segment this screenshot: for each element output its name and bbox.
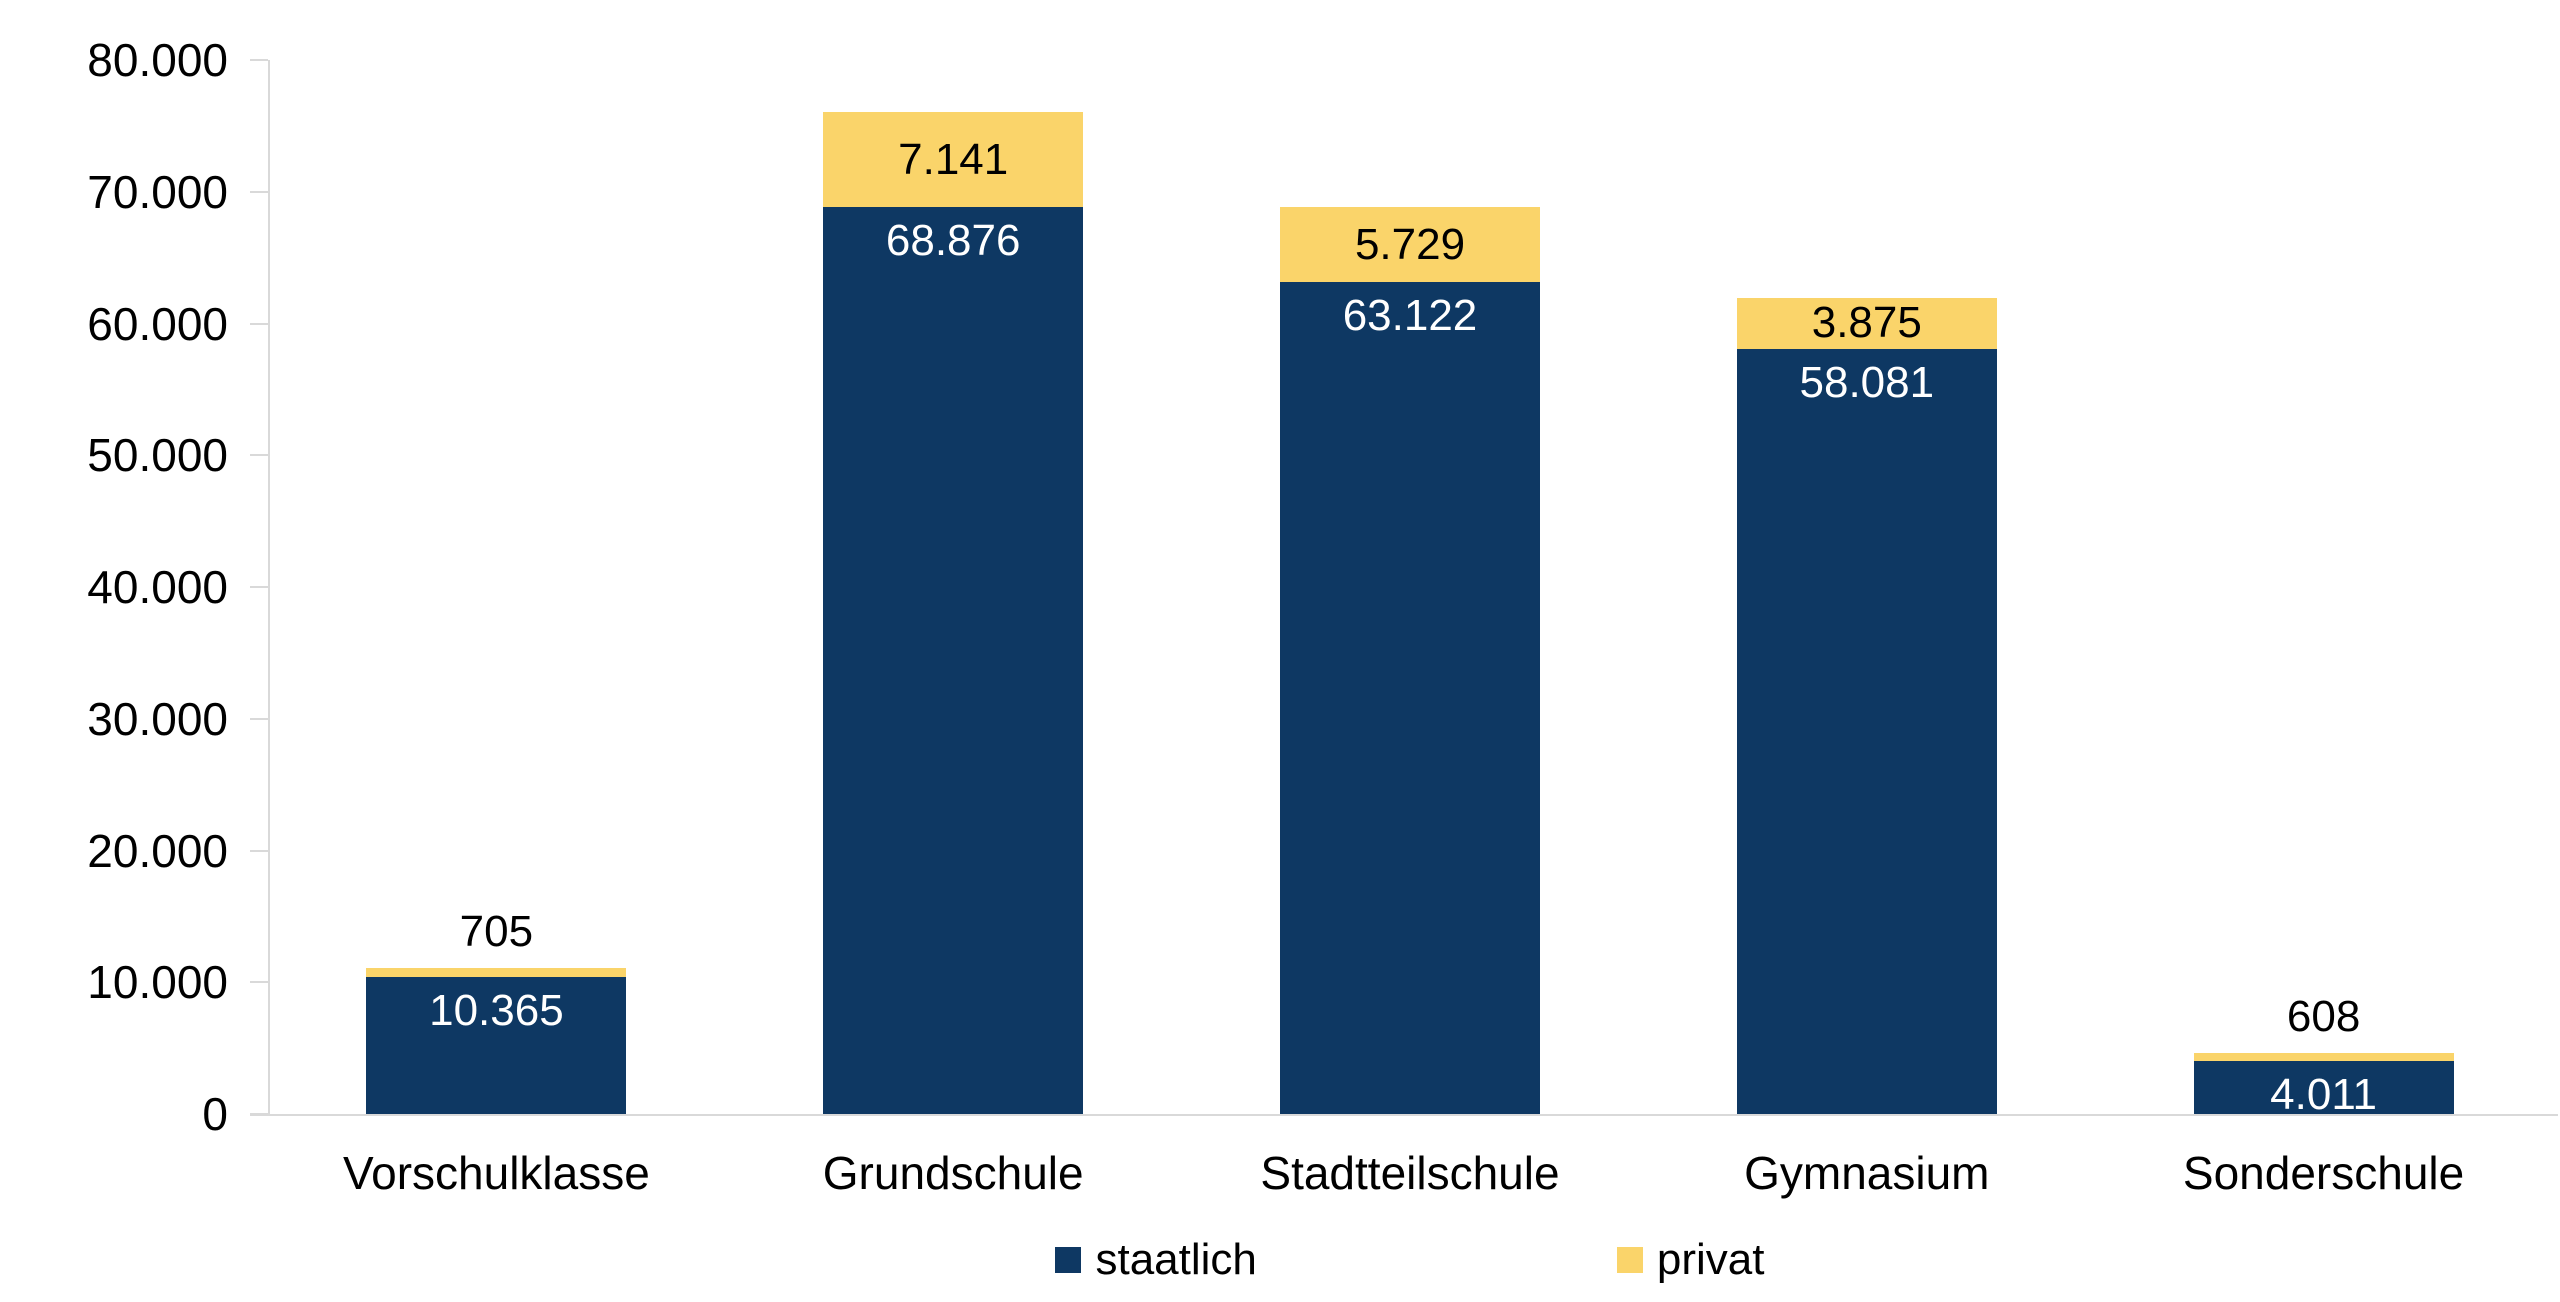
bar-label-staatlich: 4.011 (2270, 1070, 2378, 1120)
bar-segment-privat (1280, 206, 1540, 283)
bar-segment-privat (2193, 1053, 2454, 1062)
category-label: Grundschule (822, 1147, 1084, 1199)
y-tick-mark (250, 717, 268, 720)
bar-segment-staatlich (366, 977, 627, 1114)
bar-label-staatlich: 58.081 (1799, 357, 1935, 407)
y-tick-label: 20.000 (87, 824, 228, 877)
bar-segment-privat (366, 968, 627, 978)
y-tick-label: 80.000 (87, 34, 228, 86)
legend: staatlich privat (268, 1234, 2552, 1286)
y-tick-label: 40.000 (87, 561, 228, 613)
y-tick-label: 0 (202, 1088, 228, 1140)
bar-segment-staatlich (1736, 348, 1997, 1114)
legend-item-staatlich: staatlich (1055, 1234, 1257, 1286)
bar-label-staatlich: 68.876 (885, 215, 1021, 265)
bar-label-privat: 608 (2286, 992, 2361, 1042)
y-tick-mark (250, 454, 268, 457)
y-tick-mark (250, 322, 268, 325)
y-tick-label: 30.000 (87, 692, 228, 745)
bar-label-staatlich: 63.122 (1342, 291, 1478, 341)
legend-label: privat (1656, 1235, 1765, 1284)
y-tick-label: 50.000 (87, 429, 228, 482)
bar-segment-staatlich (2193, 1061, 2454, 1114)
category-label: Stadtteilschule (1260, 1147, 1560, 1199)
y-tick-mark (250, 981, 268, 984)
bar-label-privat: 705 (459, 907, 534, 957)
bar-segment-privat (1736, 297, 1997, 349)
bar-segment-staatlich (1280, 282, 1540, 1114)
category-label: Sonderschule (2182, 1147, 2465, 1199)
category-label: Vorschulklasse (342, 1147, 650, 1199)
y-tick-label: 60.000 (87, 297, 228, 350)
y-tick-mark (250, 190, 268, 193)
legend-swatch-privat (1616, 1247, 1643, 1273)
bar-segment-staatlich (823, 206, 1084, 1114)
bar-label-privat: 7.141 (898, 134, 1009, 184)
bar-label-privat: 3.875 (1811, 298, 1922, 348)
y-tick-mark (250, 849, 268, 852)
y-tick-label: 10.000 (87, 956, 228, 1009)
bar-label-staatlich: 10.365 (429, 986, 564, 1036)
bar-label-privat: 5.729 (1354, 219, 1466, 269)
x-axis-baseline (250, 1114, 2558, 1116)
legend-swatch-staatlich (1055, 1247, 1082, 1273)
legend-label: staatlich (1095, 1235, 1257, 1284)
category-label: Gymnasium (1744, 1147, 1990, 1199)
y-tick-label: 70.000 (87, 165, 228, 218)
y-axis-line (268, 60, 270, 1116)
y-tick-mark (250, 586, 268, 588)
y-tick-mark (250, 59, 268, 61)
bar-segment-privat (823, 112, 1084, 207)
legend-item-privat: privat (1616, 1234, 1765, 1286)
